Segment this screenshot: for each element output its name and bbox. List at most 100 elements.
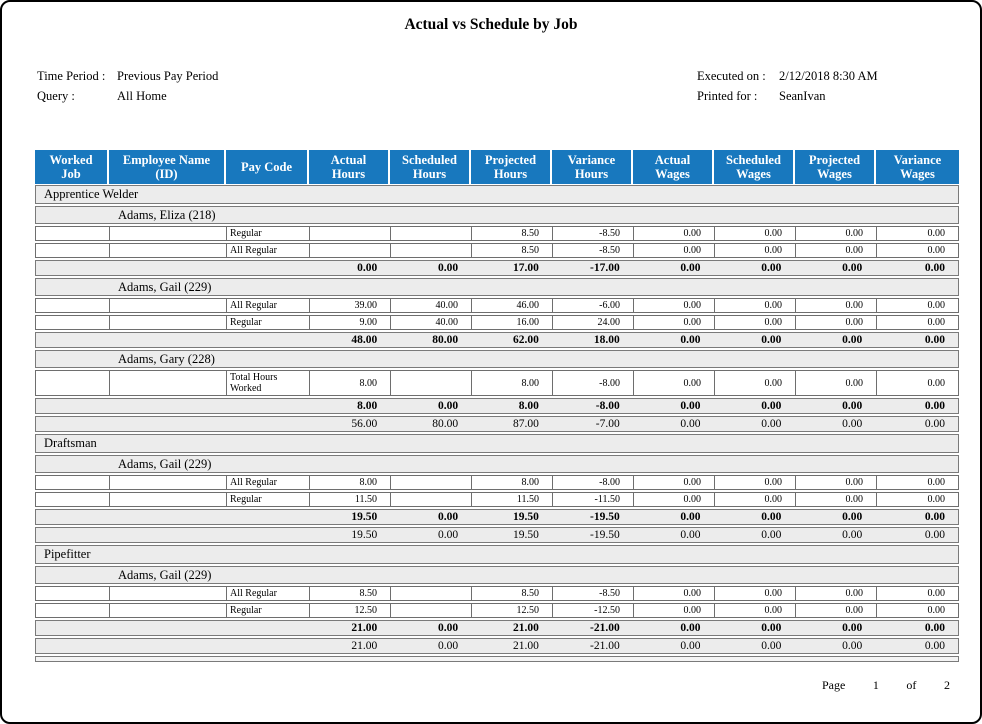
total-value-cell: 87.00 [513, 417, 539, 430]
value-cell: 24.00 [552, 315, 633, 330]
employee-group-row: Adams, Gail (229) [35, 455, 959, 473]
pay-code-cell: Regular [226, 315, 309, 330]
value-cell: 0.00 [714, 226, 795, 241]
pay-code-cell: Regular [226, 226, 309, 241]
value-cell [390, 603, 471, 618]
total-value-cell: 0.00 [924, 510, 946, 523]
total-value-cell: 0.00 [842, 333, 863, 346]
page-number: 1 [872, 678, 879, 692]
detail-row: All Regular 39.00 40.00 46.00 -6.00 0.00 0.00 0… [35, 298, 959, 313]
value-cell: 0.00 [876, 298, 959, 313]
empty-cell [109, 370, 226, 396]
detail-row: Total Hours Worked 8.00 8.00 -8.00 0.00 0.00 0… [35, 370, 959, 396]
total-value-cell: 0.00 [437, 399, 459, 412]
value-cell: 39.00 [309, 298, 390, 313]
value-cell: 40.00 [390, 298, 471, 313]
total-value-cell: 0.00 [680, 621, 701, 634]
executed-on-label: Executed on : [697, 69, 766, 83]
value-cell: 0.00 [795, 298, 876, 313]
total-value-cell: 0.00 [680, 261, 701, 274]
total-value-cell: -19.50 [590, 510, 620, 523]
empty-cell [35, 370, 109, 396]
empty-cell [109, 243, 226, 258]
table-header-row: Worked Job Employee Name (ID) Pay Code Actu… [35, 150, 959, 184]
total-value-cell: 0.00 [924, 399, 946, 412]
total-value-cell: 0.00 [680, 399, 701, 412]
value-cell: 8.00 [471, 475, 552, 490]
pay-code-cell: All Regular [226, 475, 309, 490]
value-cell: -11.50 [552, 492, 633, 507]
column-header: Actual Wages [633, 150, 714, 184]
value-cell: 0.00 [714, 298, 795, 313]
value-cell: 0.00 [876, 492, 959, 507]
value-cell: 0.00 [795, 226, 876, 241]
empty-cell [35, 298, 109, 313]
total-value-cell: 19.50 [351, 528, 378, 541]
pay-code-cell: Total Hours Worked [226, 370, 309, 396]
value-cell [390, 370, 471, 396]
value-cell: 0.00 [633, 370, 714, 396]
column-header: Projected Wages [795, 150, 876, 184]
total-value-cell: 0.00 [680, 333, 701, 346]
total-value-cell: 0.00 [437, 621, 459, 634]
job-group-row: Apprentice Welder [35, 185, 959, 204]
empty-cell [109, 298, 226, 313]
total-value-cell: 17.00 [513, 261, 539, 274]
value-cell [390, 492, 471, 507]
total-value-cell: 19.50 [513, 510, 539, 523]
total-value-cell: 21.00 [513, 621, 539, 634]
empty-cell [35, 603, 109, 618]
employee-group-row: Adams, Eliza (218) [35, 206, 959, 224]
total-value-cell: 0.00 [761, 528, 782, 541]
value-cell: 0.00 [633, 298, 714, 313]
job-total-row: 21.00 0.00 21.00 -21.00 0.00 0.00 0.00 0.00 [35, 638, 959, 654]
total-value-cell: 0.00 [842, 417, 863, 430]
total-value-cell: 80.00 [432, 417, 459, 430]
empty-cell [35, 492, 109, 507]
column-header: Scheduled Hours [390, 150, 471, 184]
total-value-cell: 62.00 [513, 333, 539, 346]
value-cell: 11.50 [309, 492, 390, 507]
detail-row: All Regular 8.50 -8.50 0.00 0.00 0.00 0.00 [35, 243, 959, 258]
job-group-row: Pipefitter [35, 545, 959, 564]
value-cell: -6.00 [552, 298, 633, 313]
total-value-cell: 0.00 [842, 510, 863, 523]
employee-total-row: 19.50 0.00 19.50 -19.50 0.00 0.00 0.00 0.00 [35, 509, 959, 525]
value-cell: 8.00 [471, 370, 552, 396]
total-value-cell: -21.00 [590, 621, 620, 634]
value-cell: 0.00 [714, 370, 795, 396]
total-value-cell: -19.50 [590, 528, 620, 541]
pay-code-cell: All Regular [226, 298, 309, 313]
value-cell: 16.00 [471, 315, 552, 330]
total-value-cell: -17.00 [590, 261, 620, 274]
total-value-cell: 19.50 [351, 510, 378, 523]
empty-cell [35, 315, 109, 330]
total-value-cell: 0.00 [761, 333, 782, 346]
column-header: Pay Code [226, 150, 309, 184]
total-value-cell: 0.00 [761, 621, 782, 634]
total-value-cell: 0.00 [437, 639, 459, 652]
value-cell [390, 586, 471, 601]
meta-row-executed-on: Executed on : 2/12/2018 8:30 AM [697, 66, 878, 86]
job-total-row: 56.00 80.00 87.00 -7.00 0.00 0.00 0.00 0.00 [35, 416, 959, 432]
value-cell: -8.50 [552, 243, 633, 258]
page-label: Page [822, 678, 846, 692]
empty-cell [109, 492, 226, 507]
total-value-cell: 0.00 [437, 261, 459, 274]
empty-cell [35, 243, 109, 258]
total-value-cell: 0.00 [842, 528, 863, 541]
column-header: Worked Job [35, 150, 109, 184]
value-cell: 0.00 [633, 315, 714, 330]
value-cell [309, 243, 390, 258]
value-cell: -12.50 [552, 603, 633, 618]
detail-row: All Regular 8.50 8.50 -8.50 0.00 0.00 0.00 0.00 [35, 586, 959, 601]
detail-row: Regular 9.00 40.00 16.00 24.00 0.00 0.00 0.00 0.… [35, 315, 959, 330]
total-value-cell: 0.00 [924, 261, 946, 274]
total-pages: 2 [943, 678, 950, 692]
report-table: Worked Job Employee Name (ID) Pay Code Actu… [35, 150, 959, 662]
empty-cell [109, 315, 226, 330]
executed-on-value: 2/12/2018 8:30 AM [779, 69, 878, 83]
value-cell: 0.00 [633, 243, 714, 258]
value-cell: 0.00 [795, 315, 876, 330]
